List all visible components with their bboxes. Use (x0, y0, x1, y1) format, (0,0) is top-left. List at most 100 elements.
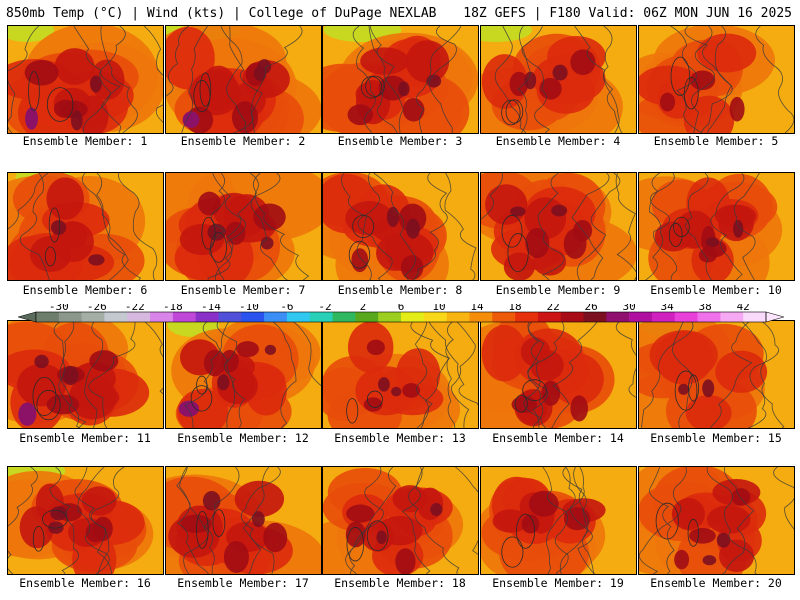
ensemble-member-label: Ensemble Member: 15 (650, 431, 782, 445)
colorbar-swatch (606, 312, 630, 322)
colorbar-swatch (195, 312, 219, 322)
colorbar-swatch (378, 312, 402, 322)
temperature-field-map (481, 173, 636, 280)
temperature-field-map (8, 173, 163, 280)
ensemble-member-panel (165, 466, 322, 575)
colorbar-swatch (492, 312, 516, 322)
temperature-field-map (639, 173, 794, 280)
colorbar-tick-label: 18 (508, 304, 521, 313)
ensemble-member-panel (7, 172, 164, 281)
colorbar-swatch (515, 312, 539, 322)
colorbar-swatch (697, 312, 721, 322)
colorbar-swatch (286, 312, 311, 322)
ensemble-member-panel (7, 466, 164, 575)
colorbar-max-arrow (765, 311, 784, 323)
temperature-colorbar: -30 -26 -22 -18 -14 -10 -6 -2 2 6 10 14 18 22 26 30 34 38… (18, 304, 784, 323)
colorbar-swatch (332, 312, 356, 322)
ensemble-member-label: Ensemble Member: 17 (177, 576, 309, 590)
ensemble-member-panel (7, 320, 164, 429)
temperature-field-map (166, 26, 321, 133)
colorbar-tick-label: 14 (470, 304, 484, 313)
temperature-field-map (323, 321, 478, 428)
colorbar-tick-label: 6 (398, 304, 405, 313)
ensemble-member-panel (480, 466, 637, 575)
ensemble-member-label: Ensemble Member: 5 (653, 134, 779, 148)
ensemble-member-label: Ensemble Member: 6 (22, 283, 148, 297)
colorbar-swatch (172, 312, 196, 322)
colorbar-tick-label: 38 (699, 304, 712, 313)
temperature-field-map (481, 26, 636, 133)
colorbar-swatch (401, 312, 425, 322)
colorbar-swatch (218, 312, 242, 322)
ensemble-member-panel (480, 172, 637, 281)
colorbar-swatch (446, 312, 470, 322)
ensemble-member-panel (165, 172, 322, 281)
temperature-field-map (323, 467, 478, 574)
colorbar-tick-label: -22 (125, 304, 145, 313)
ensemble-member-panel (7, 25, 164, 134)
colorbar-tick-label: 30 (623, 304, 636, 313)
colorbar-swatch (537, 312, 561, 322)
colorbar-swatch (560, 312, 584, 322)
colorbar-swatch (355, 312, 379, 322)
ensemble-member-label: Ensemble Member: 11 (19, 431, 151, 445)
ensemble-member-label: Ensemble Member: 14 (492, 431, 624, 445)
ensemble-member-label: Ensemble Member: 4 (495, 134, 621, 148)
model-run-info: 18Z GEFS | F180 Valid: 06Z MON JUN 16 20… (463, 6, 792, 21)
colorbar-swatch (264, 312, 288, 322)
temperature-field-map (481, 321, 636, 428)
temperature-field-map (8, 467, 163, 574)
colorbar-tick-label: 2 (360, 304, 367, 313)
temperature-field-map (323, 173, 478, 280)
colorbar-tick-label: -30 (49, 304, 69, 313)
ensemble-member-label: Ensemble Member: 7 (180, 283, 306, 297)
ensemble-member-label: Ensemble Member: 12 (177, 431, 309, 445)
temperature-field-map (639, 321, 794, 428)
ensemble-member-label: Ensemble Member: 3 (337, 134, 463, 148)
temperature-field-map (639, 467, 794, 574)
ensemble-member-panel (638, 466, 795, 575)
colorbar-swatch (127, 312, 151, 322)
ensemble-member-label: Ensemble Member: 13 (334, 431, 466, 445)
colorbar-tick-label: 42 (737, 304, 750, 313)
colorbar-tick-label: -10 (239, 304, 259, 313)
ensemble-member-panel (322, 466, 479, 575)
ensemble-member-label: Ensemble Member: 16 (19, 576, 151, 590)
colorbar-tick-label: -6 (280, 304, 293, 313)
colorbar-swatch (743, 312, 767, 322)
ensemble-member-label: Ensemble Member: 19 (492, 576, 624, 590)
colorbar-swatch (36, 312, 60, 322)
ensemble-member-label: Ensemble Member: 18 (334, 576, 466, 590)
ensemble-member-panel (638, 320, 795, 429)
colorbar-tick-label: -14 (201, 304, 221, 313)
ensemble-member-panel (165, 25, 322, 134)
temperature-field-map (166, 321, 321, 428)
colorbar-tick-label: 26 (584, 304, 597, 313)
colorbar-swatch (674, 312, 698, 322)
colorbar-swatch (469, 312, 493, 322)
colorbar-tick-label: 10 (432, 304, 445, 313)
ensemble-member-panel (322, 172, 479, 281)
colorbar-tick-label: 34 (661, 304, 675, 313)
ensemble-member-label: Ensemble Member: 20 (650, 576, 782, 590)
ensemble-member-label: Ensemble Member: 8 (337, 283, 463, 297)
temperature-field-map (8, 26, 163, 133)
colorbar-swatch (58, 312, 82, 322)
ensemble-member-label: Ensemble Member: 10 (650, 283, 782, 297)
colorbar-swatch (241, 312, 265, 322)
ensemble-member-panel (638, 172, 795, 281)
colorbar-swatch (150, 312, 174, 322)
colorbar-min-arrow (18, 311, 37, 323)
colorbar-swatch (629, 312, 653, 322)
ensemble-member-label: Ensemble Member: 1 (22, 134, 148, 148)
ensemble-member-panel (480, 320, 637, 429)
temperature-field-map (8, 321, 163, 428)
temperature-field-map (166, 467, 321, 574)
ensemble-member-panel (638, 25, 795, 134)
ensemble-member-label: Ensemble Member: 2 (180, 134, 306, 148)
temperature-field-map (323, 26, 478, 133)
ensemble-member-panel (480, 25, 637, 134)
colorbar-tick-label: -2 (318, 304, 331, 313)
colorbar-swatch (309, 312, 333, 322)
temperature-field-map (166, 173, 321, 280)
